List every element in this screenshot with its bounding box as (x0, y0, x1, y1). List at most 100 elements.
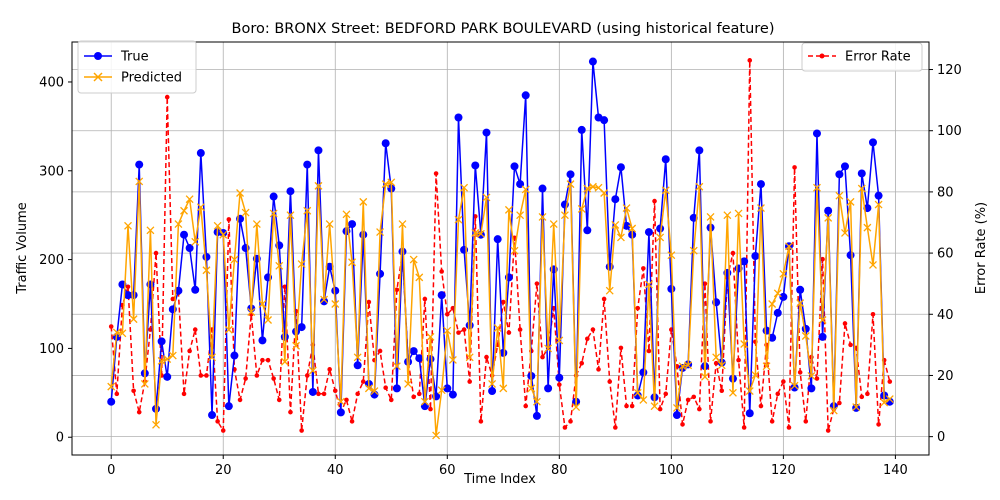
data-point-error-rate (506, 330, 512, 335)
data-point-error-rate (736, 357, 741, 363)
data-point-true (510, 162, 519, 171)
data-point-error-rate (657, 406, 663, 412)
x-tick-label: 120 (771, 463, 796, 478)
data-point-predicted (241, 208, 250, 217)
data-point-true (258, 336, 267, 345)
data-point-predicted (202, 266, 211, 275)
data-point-predicted (174, 220, 183, 229)
data-point-true (566, 170, 575, 179)
data-point-true (163, 372, 172, 381)
data-point-predicted (757, 204, 765, 213)
data-point-error-rate (153, 250, 159, 256)
data-point-true (409, 347, 418, 356)
data-point-error-rate (215, 419, 220, 424)
data-point-predicted (415, 273, 424, 282)
data-point-predicted (320, 295, 329, 304)
data-point-predicted (661, 186, 670, 195)
data-point-true (398, 247, 407, 256)
data-point-predicted (465, 353, 474, 362)
data-point-predicted (538, 213, 547, 221)
data-point-predicted (196, 203, 205, 212)
series-line-error-rate (110, 59, 891, 432)
data-point-error-rate (164, 94, 170, 100)
data-point-error-rate (439, 269, 444, 274)
data-point-error-rate (825, 428, 831, 433)
data-point-predicted (448, 356, 457, 364)
data-point-true (868, 138, 877, 147)
data-point-error-rate (624, 403, 629, 409)
data-point-predicted (370, 387, 379, 396)
data-point-predicted (292, 341, 301, 350)
data-point-true (269, 192, 278, 201)
data-point-error-rate (635, 305, 641, 311)
data-point-predicted (600, 189, 609, 197)
data-point-predicted (695, 182, 704, 191)
data-point-predicted (269, 209, 278, 218)
data-point-predicted (359, 197, 368, 206)
data-point-true (443, 384, 452, 393)
data-point-predicted (712, 353, 721, 362)
data-point-error-rate (108, 324, 114, 329)
data-point-error-rate (691, 394, 697, 400)
data-point-predicted (504, 205, 513, 214)
data-point-error-rate (304, 373, 310, 378)
data-point-predicted (191, 237, 200, 246)
data-point-predicted (672, 403, 681, 412)
data-point-true (672, 411, 681, 420)
data-point-predicted (880, 398, 889, 407)
data-point-error-rate (562, 425, 568, 430)
data-point-error-rate (859, 394, 865, 400)
data-point-predicted (208, 353, 216, 362)
data-point-predicted (869, 260, 877, 269)
data-point-predicted (516, 211, 525, 220)
axes: 0 20 40 60 80 100 120 140 0 100 200 300 400 0 20 40 60 80… (39, 63, 962, 478)
data-point-error-rate (316, 391, 321, 397)
grid (72, 42, 929, 455)
data-point-predicted (852, 403, 861, 411)
data-point-predicted (532, 397, 541, 406)
data-point-true (555, 373, 564, 382)
data-point-true (751, 252, 760, 261)
data-point-error-rate (769, 419, 775, 424)
data-point-predicted (829, 406, 838, 415)
y2-tick-label: 60 (937, 247, 954, 262)
data-point-predicted (258, 300, 267, 308)
data-point-error-rate (781, 379, 786, 384)
data-point-true (840, 162, 849, 171)
data-point-error-rate (478, 419, 484, 424)
data-point-predicted (807, 371, 816, 380)
data-point-predicted (264, 316, 273, 324)
data-point-true (224, 402, 233, 411)
data-point-predicted (454, 215, 463, 224)
data-point-true (740, 257, 749, 266)
data-point-predicted (348, 258, 357, 267)
data-point-predicted (152, 420, 160, 429)
data-point-predicted (488, 379, 497, 388)
data-point-true (796, 285, 805, 294)
data-point-true (874, 191, 883, 200)
data-point-predicted (163, 355, 172, 364)
data-point-predicted (308, 366, 317, 375)
data-point-predicted (762, 362, 771, 371)
data-point-true (353, 361, 362, 370)
data-point-predicted (275, 261, 284, 270)
data-point-error-rate (523, 403, 529, 409)
data-point-true (325, 262, 334, 271)
data-point-predicted (650, 402, 659, 411)
data-point-predicted (460, 183, 469, 192)
data-point-predicted (124, 221, 132, 230)
data-point-true (521, 91, 530, 100)
data-point-predicted (376, 228, 385, 237)
data-point-true (465, 321, 474, 330)
x-axis-label: Time Index (463, 472, 536, 487)
data-point-true (745, 409, 754, 418)
data-point-error-rate (181, 391, 187, 397)
data-point-error-rate (501, 299, 506, 305)
data-point-true (779, 292, 788, 301)
data-point-true (437, 291, 446, 300)
legend-true-marker (94, 52, 102, 60)
data-point-error-rate (540, 354, 545, 360)
data-point-error-rate (170, 296, 176, 302)
data-point-true (448, 390, 457, 399)
data-point-true (348, 220, 357, 229)
